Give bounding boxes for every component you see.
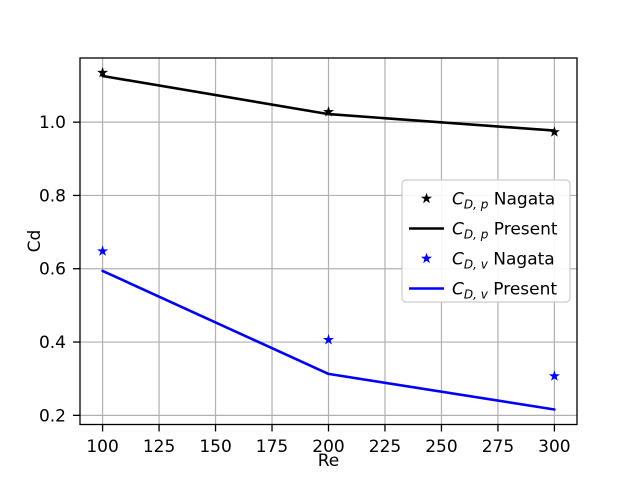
legend-marker-star <box>420 252 433 264</box>
y-tick-label: 0.2 <box>39 406 66 426</box>
axes-layer: 100 125 150 175 200 225 250 275 300 0.2 0.4 0.6 0.8 1… <box>39 57 578 457</box>
x-tick-label: 275 <box>482 437 514 457</box>
x-tick-label: 125 <box>143 437 175 457</box>
marker-star-c-d-p-nagata <box>322 106 335 117</box>
x-tick-label: 175 <box>256 437 288 457</box>
legend-entry-c-d-v-present: CD, v Present <box>409 280 557 302</box>
x-axis-label: Re <box>318 451 340 471</box>
marker-star-c-d-v-nagata <box>548 370 560 381</box>
x-tick-label: 150 <box>199 437 231 457</box>
legend-marker-star <box>420 192 433 204</box>
y-tick-label: 1.0 <box>39 113 66 133</box>
y-tick-label: 0.4 <box>39 333 66 353</box>
marker-star-c-d-p-nagata <box>548 126 560 137</box>
legend-label: CD, v Nagata <box>452 250 555 272</box>
y-tick-label: 0.8 <box>39 186 66 206</box>
legend-label: CD, p Nagata <box>452 190 555 212</box>
x-tick-label: 225 <box>369 437 401 457</box>
legend-entry-c-d-p-nagata: CD, p Nagata <box>420 190 555 212</box>
series-line-c-d-v-present <box>101 269 556 411</box>
series-layer <box>97 66 560 411</box>
legend-entry-c-d-p-present: CD, p Present <box>409 220 558 242</box>
legend-label: CD, v Present <box>452 280 557 302</box>
x-tick-label: 250 <box>425 437 457 457</box>
y-tick-label: 0.6 <box>39 260 66 280</box>
x-tick-label: 100 <box>86 437 118 457</box>
legend-entry-c-d-v-nagata: CD, v Nagata <box>420 250 555 272</box>
x-tick-label: 300 <box>538 437 570 457</box>
marker-star-c-d-v-nagata <box>322 334 335 345</box>
legend-box <box>401 179 571 303</box>
marker-star-c-d-p-nagata <box>97 66 109 78</box>
x-tick-label: 200 <box>312 437 344 457</box>
legend: CD, p Nagata CD, p Present CD, v Nagata CD,… <box>401 179 571 303</box>
legend-label: CD, p Present <box>452 220 558 242</box>
marker-star-c-d-v-nagata <box>97 245 109 256</box>
y-axis-label: Cd <box>25 230 45 253</box>
